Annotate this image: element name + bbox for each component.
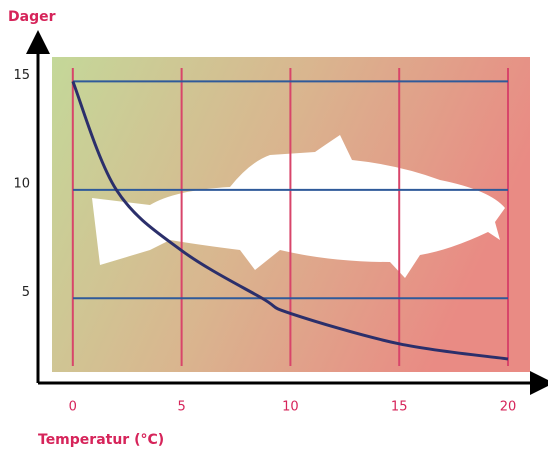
y-axis-label: Dager [8,9,56,25]
x-tick-label: 15 [391,400,408,415]
x-tick-label: 5 [177,400,185,415]
x-tick-label: 10 [282,400,299,415]
y-tick-label: 15 [13,68,30,83]
x-tick-label: 20 [500,400,517,415]
y-tick-label: 5 [22,285,30,300]
x-tick-label: 0 [69,400,77,415]
chart: Dager Temperatur (°C) 0 5 10 15 20 5 10 15 [0,0,548,450]
x-axis-label: Temperatur (°C) [38,432,164,448]
y-tick-label: 10 [13,176,30,191]
